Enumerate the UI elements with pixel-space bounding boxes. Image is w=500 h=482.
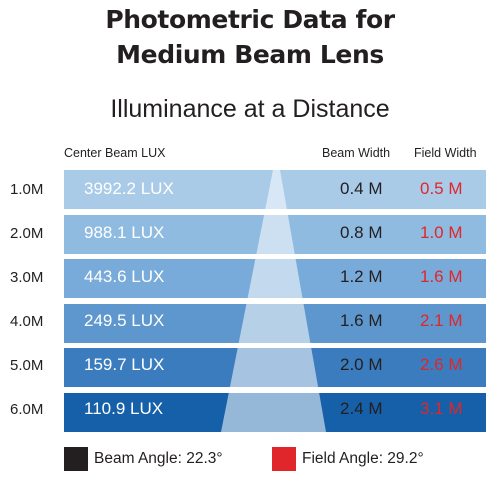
field-width-value: 0.5 M xyxy=(420,179,463,198)
beam-width-value: 0.8 M xyxy=(340,223,383,242)
subtitle: Illuminance at a Distance xyxy=(110,95,390,123)
field-width-value: 3.1 M xyxy=(420,399,463,418)
column-header-field-width: Field Width xyxy=(414,146,477,160)
center-beam-lux-value: 110.9 LUX xyxy=(84,399,164,418)
beam-width-value: 2.4 M xyxy=(340,399,383,418)
center-beam-lux-value: 3992.2 LUX xyxy=(84,179,174,198)
center-beam-lux-value: 159.7 LUX xyxy=(84,355,165,374)
distance-label: 5.0M xyxy=(10,357,44,374)
field-angle-label: Field Angle: 29.2° xyxy=(302,450,424,467)
distance-label: 1.0M xyxy=(10,181,44,198)
illuminance-table xyxy=(64,170,486,432)
distance-label: 4.0M xyxy=(10,313,44,330)
distance-label: 6.0M xyxy=(10,401,44,418)
light-beam-cone xyxy=(221,170,326,432)
beam-width-value: 0.4 M xyxy=(340,179,383,198)
page-title: Photometric Data for Medium Beam Lens xyxy=(0,2,500,72)
field-width-value: 2.1 M xyxy=(420,311,463,330)
beam-width-value: 2.0 M xyxy=(340,355,383,374)
field-angle-swatch xyxy=(272,447,296,471)
beam-angle-swatch xyxy=(64,447,88,471)
title-line-1: Photometric Data for xyxy=(105,5,395,34)
center-beam-lux-value: 249.5 LUX xyxy=(84,311,165,330)
column-header-beam-width: Beam Width xyxy=(322,146,391,160)
field-width-value: 1.6 M xyxy=(420,267,463,286)
beam-width-value: 1.2 M xyxy=(340,267,383,286)
beam-width-value: 1.6 M xyxy=(340,311,383,330)
column-header-lux: Center Beam LUX xyxy=(64,146,166,160)
center-beam-lux-value: 988.1 LUX xyxy=(84,223,165,242)
title-line-2: Medium Beam Lens xyxy=(116,40,384,69)
field-width-value: 2.6 M xyxy=(420,355,463,374)
distance-label: 3.0M xyxy=(10,269,44,286)
light-beam-shape xyxy=(221,170,326,432)
field-width-value: 1.0 M xyxy=(420,223,463,242)
center-beam-lux-value: 443.6 LUX xyxy=(84,267,165,286)
beam-angle-label: Beam Angle: 22.3° xyxy=(94,450,223,467)
distance-label: 2.0M xyxy=(10,225,44,242)
